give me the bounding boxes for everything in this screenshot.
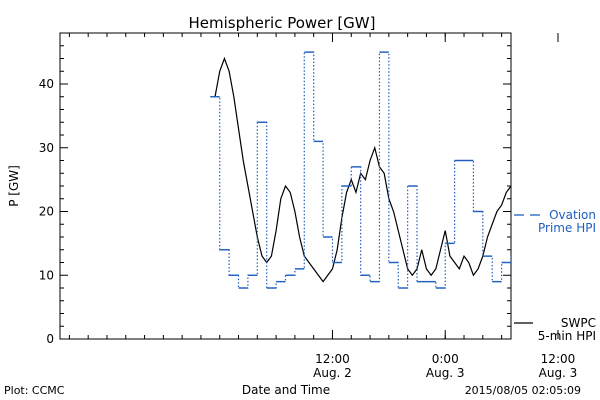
x-tick-label-date: Aug. 3 <box>426 366 465 380</box>
y-tick-label: 0 <box>46 332 54 346</box>
y-tick-label: 40 <box>39 77 54 91</box>
legend-label: Prime HPI <box>538 221 596 235</box>
legend-label: SWPC <box>561 316 596 330</box>
footer-source: Plot: CCMC <box>4 384 65 397</box>
y-tick-label: 10 <box>39 268 54 282</box>
y-axis-label: P [GW] <box>7 165 21 207</box>
footer-timestamp: 2015/08/05 02:05:09 <box>465 384 581 397</box>
series-line-ovation-prime <box>210 51 511 289</box>
y-tick-label: 20 <box>39 205 54 219</box>
legend-label: 5-min HPI <box>538 329 596 343</box>
series-layer <box>210 51 511 289</box>
x-tick-label-time: 0:00 <box>432 352 459 366</box>
legend-label: Ovation <box>549 208 596 222</box>
x-tick-label-time: 12:00 <box>315 352 350 366</box>
y-tick-label: 30 <box>39 141 54 155</box>
x-tick-label-date: Aug. 2 <box>313 366 352 380</box>
x-axis-label: Date and Time <box>242 383 330 397</box>
y-axis: 0 10 20 30 40 <box>39 32 511 346</box>
x-tick-label-time: 12:00 <box>541 352 576 366</box>
x-tick-label-date: Aug. 3 <box>539 366 578 380</box>
chart-title: Hemispheric Power [GW] <box>189 14 376 32</box>
series-line-swpc <box>214 56 511 283</box>
